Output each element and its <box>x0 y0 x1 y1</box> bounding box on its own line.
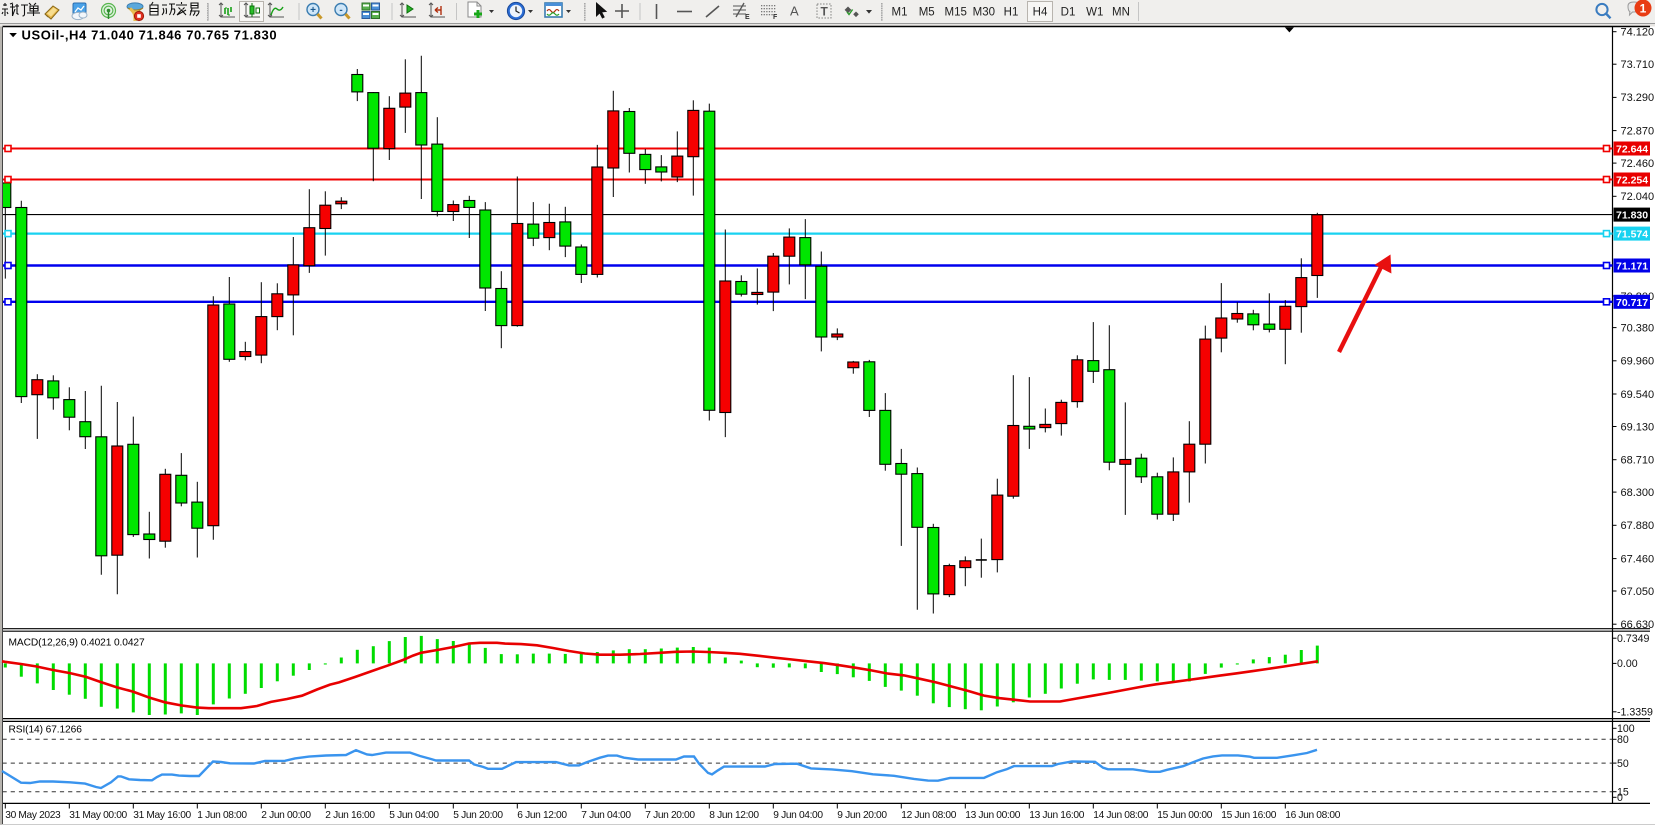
svg-text:73.290: 73.290 <box>1621 92 1655 104</box>
svg-text:+: + <box>310 5 316 16</box>
svg-text:M5: M5 <box>919 7 935 19</box>
svg-text:MACD(12,26,9) 0.4021 0.0427: MACD(12,26,9) 0.4021 0.0427 <box>9 638 145 649</box>
svg-text:69.540: 69.540 <box>1621 389 1655 401</box>
svg-text:9 Jun 04:00: 9 Jun 04:00 <box>773 810 823 821</box>
svg-text:E: E <box>745 14 750 21</box>
svg-text:72.460: 72.460 <box>1621 158 1655 170</box>
svg-text:MN: MN <box>1112 7 1130 19</box>
svg-text:8 Jun 12:00: 8 Jun 12:00 <box>709 810 759 821</box>
svg-text:1: 1 <box>1640 1 1647 15</box>
svg-text:30 May 2023: 30 May 2023 <box>5 810 61 821</box>
svg-text:A: A <box>790 4 799 19</box>
svg-text:70.380: 70.380 <box>1621 322 1655 334</box>
svg-text:RSI(14) 67.1266: RSI(14) 67.1266 <box>9 725 83 736</box>
svg-text:7 Jun 04:00: 7 Jun 04:00 <box>581 810 631 821</box>
svg-text:H1: H1 <box>1004 7 1019 19</box>
svg-text:W1: W1 <box>1086 7 1103 19</box>
svg-text:100: 100 <box>1617 723 1635 735</box>
svg-text:M1: M1 <box>892 7 908 19</box>
svg-text:68.710: 68.710 <box>1621 455 1655 467</box>
svg-text:F: F <box>773 14 778 21</box>
svg-text:69.960: 69.960 <box>1621 356 1655 368</box>
svg-text:67.460: 67.460 <box>1621 553 1655 565</box>
svg-text:16 Jun 08:00: 16 Jun 08:00 <box>1285 810 1340 821</box>
svg-text:M30: M30 <box>973 7 995 19</box>
svg-text:1 Jun 08:00: 1 Jun 08:00 <box>197 810 247 821</box>
svg-text:6 Jun 12:00: 6 Jun 12:00 <box>517 810 567 821</box>
svg-text:-1.3359: -1.3359 <box>1617 707 1653 719</box>
svg-text:2 Jun 00:00: 2 Jun 00:00 <box>261 810 311 821</box>
svg-text:67.880: 67.880 <box>1621 520 1655 532</box>
svg-text:50: 50 <box>1617 758 1629 770</box>
svg-text:68.300: 68.300 <box>1621 487 1655 499</box>
svg-text:14 Jun 08:00: 14 Jun 08:00 <box>1093 810 1148 821</box>
svg-text:7 Jun 20:00: 7 Jun 20:00 <box>645 810 695 821</box>
svg-text:D1: D1 <box>1061 7 1076 19</box>
svg-text:2 Jun 16:00: 2 Jun 16:00 <box>325 810 375 821</box>
svg-text:M15: M15 <box>945 7 967 19</box>
svg-text:67.050: 67.050 <box>1621 586 1655 598</box>
svg-text:H4: H4 <box>1033 7 1048 19</box>
svg-text:13 Jun 16:00: 13 Jun 16:00 <box>1029 810 1084 821</box>
svg-text:12 Jun 08:00: 12 Jun 08:00 <box>901 810 956 821</box>
svg-text:15: 15 <box>1617 787 1629 799</box>
svg-text:74.120: 74.120 <box>1621 27 1655 39</box>
svg-text:15 Jun 00:00: 15 Jun 00:00 <box>1157 810 1212 821</box>
svg-text:72.254: 72.254 <box>1616 175 1648 187</box>
svg-text:13 Jun 00:00: 13 Jun 00:00 <box>965 810 1020 821</box>
svg-text:T: T <box>821 5 829 19</box>
svg-text:73.710: 73.710 <box>1621 59 1655 71</box>
svg-text:69.130: 69.130 <box>1621 421 1655 433</box>
svg-text:71.171: 71.171 <box>1616 261 1648 273</box>
svg-text:31 May 16:00: 31 May 16:00 <box>133 810 191 821</box>
svg-text:15 Jun 16:00: 15 Jun 16:00 <box>1221 810 1276 821</box>
svg-text:71.830: 71.830 <box>1616 210 1648 222</box>
svg-text:5 Jun 04:00: 5 Jun 04:00 <box>389 810 439 821</box>
svg-text:0: 0 <box>1617 792 1623 804</box>
svg-text:70.717: 70.717 <box>1616 297 1648 309</box>
svg-text:66.630: 66.630 <box>1621 619 1655 631</box>
svg-text:9 Jun 20:00: 9 Jun 20:00 <box>837 810 887 821</box>
svg-text:71.574: 71.574 <box>1616 229 1648 241</box>
svg-text:31 May 00:00: 31 May 00:00 <box>69 810 127 821</box>
svg-text:0.00: 0.00 <box>1617 658 1638 670</box>
svg-text:0.7349: 0.7349 <box>1617 633 1650 645</box>
svg-text:80: 80 <box>1617 734 1629 746</box>
svg-text:72.870: 72.870 <box>1621 125 1655 137</box>
svg-text:USOil-,H4 71.040 71.846 70.76: USOil-,H4 71.040 71.846 70.765 71.830 <box>22 28 278 43</box>
svg-text:5 Jun 20:00: 5 Jun 20:00 <box>453 810 503 821</box>
svg-text:-: - <box>339 5 342 16</box>
svg-text:72.644: 72.644 <box>1616 144 1648 156</box>
svg-text:72.040: 72.040 <box>1621 191 1655 203</box>
